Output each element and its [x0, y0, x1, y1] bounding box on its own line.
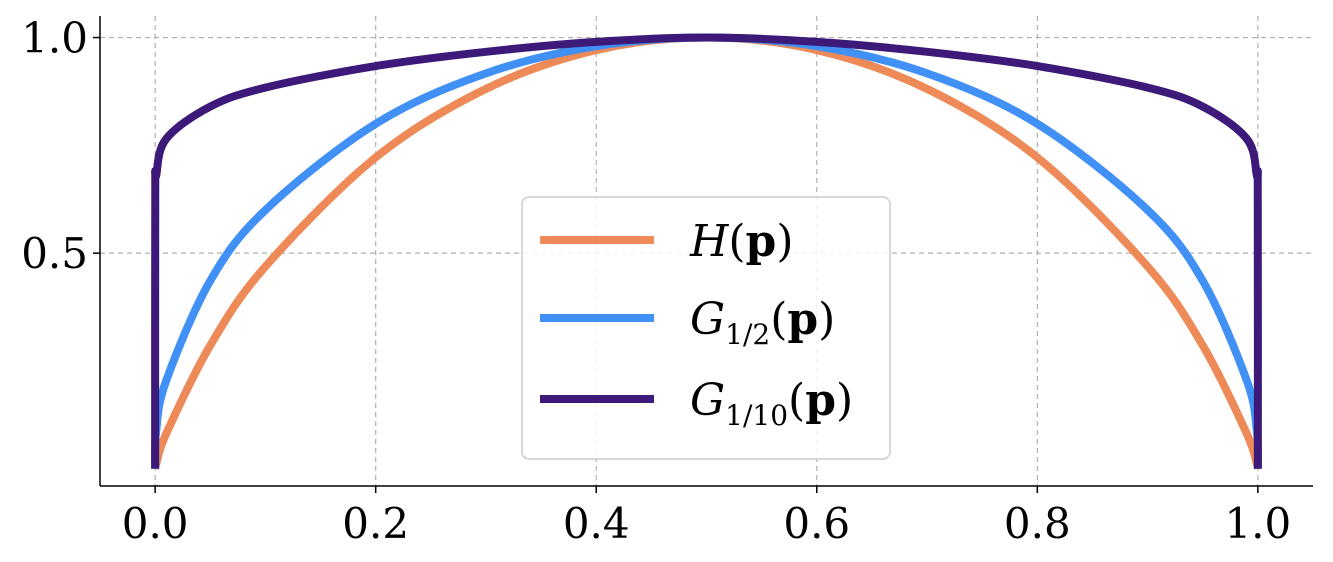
legend-label-close-2: ): [836, 375, 853, 426]
legend-label-bold-2: p: [805, 375, 836, 426]
x-tick-label-4: 0.8: [1004, 499, 1071, 548]
x-tick-label-3: 0.6: [783, 499, 850, 548]
legend-label-sub-2: 1/10: [725, 399, 788, 432]
legend: H(p)G1/2(p)G1/10(p): [521, 196, 891, 460]
legend-label-main-0: H: [689, 216, 730, 267]
x-tick-label-2: 0.4: [563, 499, 630, 548]
legend-label-1: G1/2(p): [690, 294, 835, 351]
x-tick-label-1: 0.2: [342, 499, 409, 548]
legend-label-main-2: G: [690, 375, 725, 426]
legend-label-main-1: G: [690, 294, 725, 345]
x-tick-label-0: 0.0: [122, 499, 189, 548]
legend-box: [521, 196, 891, 460]
legend-label-2: G1/10(p): [690, 375, 853, 432]
legend-label-close-0: ): [776, 216, 793, 267]
legend-label-0: H(p): [689, 216, 793, 267]
y-tick-label-1: 1.0: [21, 14, 88, 63]
x-tick-label-5: 1.0: [1224, 499, 1291, 548]
legend-label-bold-1: p: [787, 294, 818, 345]
legend-label-open-2: (: [788, 375, 805, 426]
legend-label-close-1: ): [818, 294, 835, 345]
series-line-2: [151, 33, 1262, 469]
legend-label-sub-1: 1/2: [725, 318, 770, 351]
legend-label-open-0: (: [728, 216, 745, 267]
y-tick-label-0: 0.5: [21, 229, 88, 278]
legend-label-bold-0: p: [746, 216, 777, 267]
legend-label-open-1: (: [770, 294, 787, 345]
